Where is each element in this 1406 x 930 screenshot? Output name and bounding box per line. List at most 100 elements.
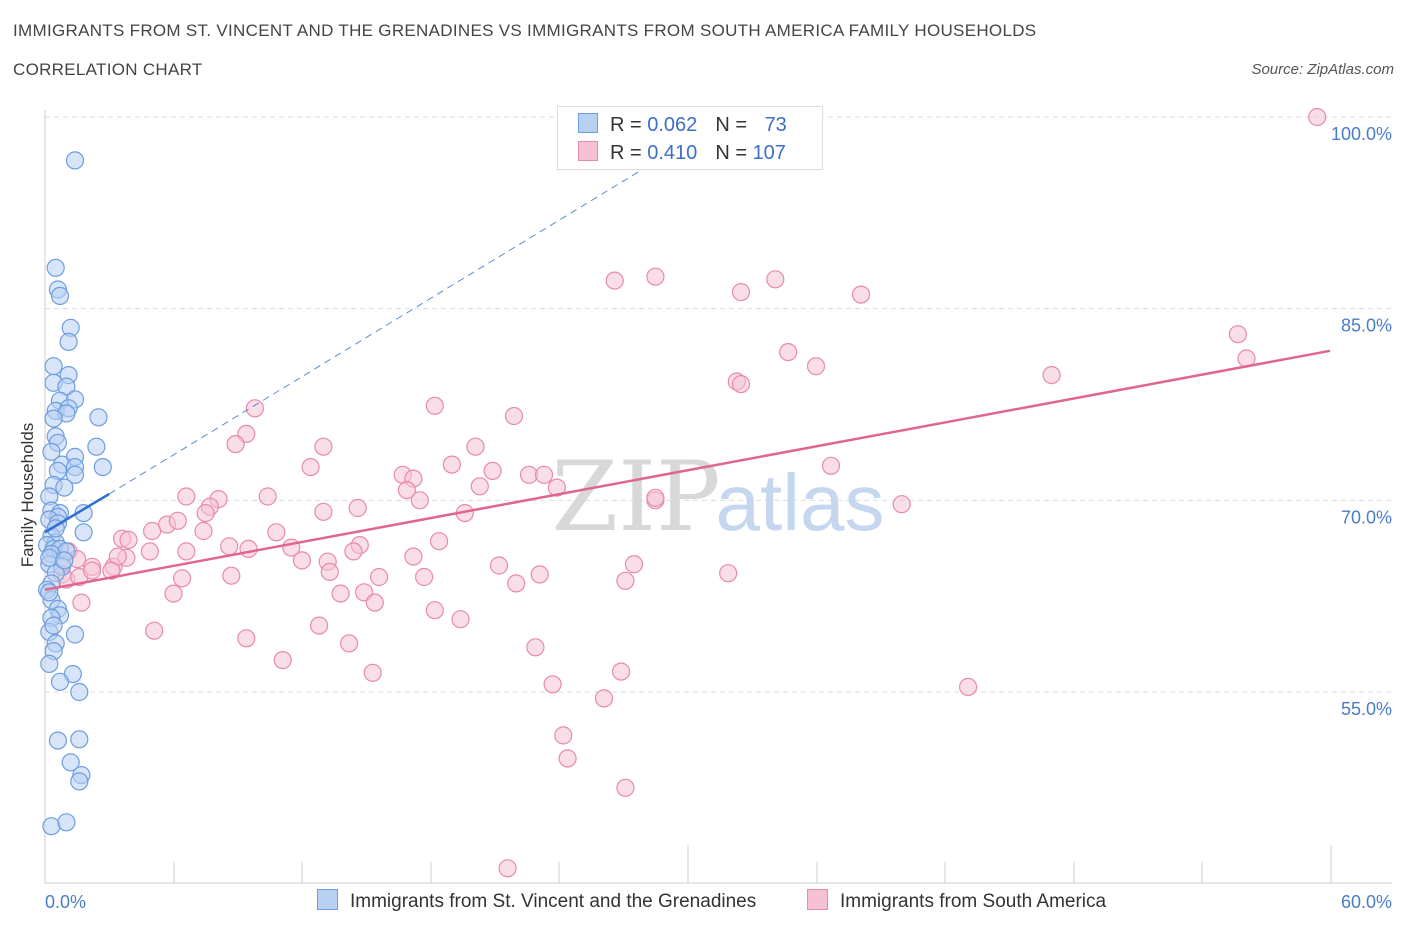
pink-point: [196, 503, 215, 523]
blue-point: [50, 672, 70, 691]
pink-point: [851, 285, 871, 304]
pink-point: [489, 556, 509, 575]
legend-n-value: 107: [752, 142, 786, 164]
trend-lines: [44, 167, 1331, 592]
blue-point: [65, 625, 85, 644]
pink-point: [507, 574, 526, 593]
blue-point: [40, 583, 59, 602]
pink-point: [779, 343, 798, 362]
pink-point: [498, 859, 517, 878]
pink-point: [543, 675, 562, 694]
chart-title: IMMIGRANTS FROM ST. VINCENT AND THE GREN…: [13, 21, 1037, 40]
pink-point: [624, 555, 644, 574]
blue-point: [50, 286, 70, 305]
y-tick-label: 55.0%: [1341, 699, 1392, 719]
pink-point: [348, 498, 367, 518]
legend-row-pink: R = 0.410 N = 107: [578, 141, 786, 167]
pink-point: [605, 271, 624, 290]
pink-point: [558, 749, 577, 768]
blue-point: [70, 772, 89, 791]
pink-point: [301, 458, 320, 477]
blue-point: [55, 551, 74, 570]
pink-point: [292, 551, 312, 570]
blue-point: [61, 753, 80, 772]
watermark-atlas: atlas: [716, 458, 885, 547]
pink-point: [594, 689, 614, 708]
pink-point: [1228, 325, 1248, 344]
blue-point: [44, 616, 63, 635]
tick-labels: 100.0% 85.0% 70.0% 55.0% 0.0% 60.0%: [45, 124, 1392, 912]
series-legend-pink: Immigrants from South America: [807, 889, 1106, 913]
pink-point: [220, 537, 239, 556]
pink-point: [1308, 107, 1327, 127]
pink-point: [397, 481, 416, 500]
pink-point: [173, 569, 192, 588]
pink-point: [245, 399, 264, 418]
pink-point: [731, 283, 751, 302]
pink-point: [314, 502, 333, 521]
series-name-pink: Immigrants from South America: [840, 891, 1107, 912]
pink-point: [646, 267, 665, 286]
pink-point: [410, 491, 429, 510]
blue-point: [89, 408, 108, 427]
blue-point: [87, 437, 106, 456]
pink-point: [806, 357, 826, 376]
series-swatch-pink: [807, 889, 828, 910]
pink-point: [226, 435, 245, 454]
blue-point: [57, 813, 76, 832]
blue-point: [65, 465, 85, 484]
pink-point: [766, 270, 785, 289]
series-legend-blue: Immigrants from St. Vincent and the Gren…: [317, 889, 756, 913]
pink-point: [164, 584, 183, 603]
y-tick-label: 100.0%: [1331, 124, 1392, 144]
pink-point: [504, 406, 524, 426]
pink-point: [177, 542, 196, 561]
pink-point: [102, 561, 121, 580]
blue-point: [93, 458, 112, 477]
pink-point: [194, 521, 213, 541]
pink-point: [258, 487, 277, 506]
correlation-legend: R = 0.062 N = 73 R = 0.410 N = 107: [557, 106, 823, 170]
blue-point: [70, 730, 89, 749]
pink-point: [273, 650, 292, 670]
pink-point: [483, 461, 502, 480]
pink-point: [425, 601, 444, 620]
pink-point: [370, 567, 389, 587]
pink-point: [145, 621, 164, 640]
pink-point: [72, 593, 91, 612]
blue-point: [40, 548, 59, 567]
pink-point: [310, 616, 329, 635]
blue-point: [42, 442, 61, 461]
y-tick-label: 85.0%: [1341, 316, 1392, 336]
pink-point: [320, 562, 339, 582]
blue-point: [40, 654, 59, 674]
watermark: ZIP atlas: [551, 441, 884, 553]
legend-swatch-blue: [578, 113, 598, 133]
pink-point: [415, 567, 434, 587]
pink-point: [267, 523, 286, 542]
chart-subtitle: CORRELATION CHART: [13, 60, 203, 79]
x-tick-label-max: 60.0%: [1341, 892, 1392, 912]
pink-point: [451, 610, 470, 629]
pink-point: [719, 564, 738, 583]
y-axis-label: Family Households: [18, 423, 37, 568]
pink-point: [470, 477, 489, 496]
legend-swatch-pink: [578, 141, 598, 161]
pink-point: [140, 542, 159, 561]
blue-series-points: [37, 151, 112, 836]
pink-point: [222, 566, 241, 585]
pink-point: [554, 726, 573, 745]
blue-point: [65, 151, 85, 170]
blue-point: [48, 731, 68, 750]
blue-trend-extension: [108, 167, 645, 495]
pink-point: [237, 629, 256, 648]
series-swatch-blue: [317, 889, 338, 910]
pink-trend-line: [44, 349, 1331, 592]
pink-point: [365, 593, 384, 612]
legend-n-label: N =: [715, 142, 753, 164]
blue-point: [44, 409, 63, 428]
pink-point: [340, 634, 359, 653]
pink-point: [534, 465, 554, 484]
pink-point: [731, 375, 751, 394]
